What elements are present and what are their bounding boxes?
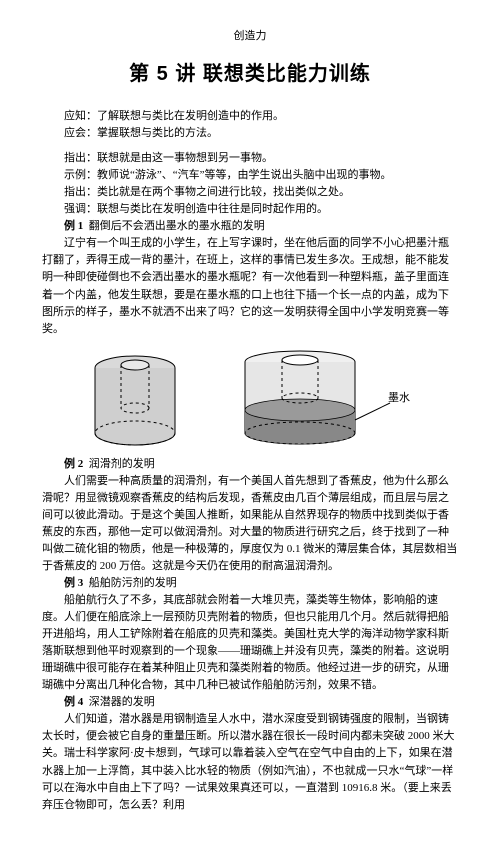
page-header: 创造力: [42, 28, 458, 45]
example-1-label: 例 1: [64, 220, 83, 232]
figure-cylinder-left: [90, 353, 180, 448]
def-2: 示例：教师说“游泳”、“汽车”等等，由学生说出头脑中出现的事物。: [42, 167, 458, 184]
example-2-label: 例 2: [64, 458, 83, 470]
page-title: 第 5 讲 联想类比能力训练: [42, 59, 458, 90]
ink-label: 墨水: [388, 390, 410, 407]
example-4-title: 深潜器的发明: [89, 696, 155, 708]
example-1-heading: 例 1 翻倒后不会洒出墨水的墨水瓶的发明: [42, 218, 458, 235]
example-4-label: 例 4: [64, 696, 83, 708]
intro-line-2: 应会：掌握联想与类比的方法。: [42, 125, 458, 142]
example-2-body: 人们需要一种高质量的润滑剂，有一个美国人首先想到了香蕉皮，他为什么那么滑呢？用显…: [42, 473, 458, 575]
def-3: 指出：类比就是在两个事物之间进行比较，找出类似之处。: [42, 184, 458, 201]
example-3-heading: 例 3 船舶防污剂的发明: [42, 575, 458, 592]
example-3-body: 船舶航行久了不多，其底部就会附着一大堆贝壳，藻类等生物体，影响船的速度。人们便在…: [42, 592, 458, 694]
figure-cylinder-right: [240, 348, 410, 448]
example-1-title: 翻倒后不会洒出墨水的墨水瓶的发明: [89, 220, 265, 232]
intro-line-1: 应知：了解联想与类比在发明创造中的作用。: [42, 108, 458, 125]
example-2-title: 润滑剂的发明: [89, 458, 155, 470]
example-4-heading: 例 4 深潜器的发明: [42, 694, 458, 711]
figures-row: 墨水: [42, 348, 458, 448]
example-4-body: 人们知道，潜水器是用钢制造呈人水中，潜水深度受到钢铸强度的限制，当钢铸太长时，便…: [42, 711, 458, 813]
example-3-label: 例 3: [64, 577, 83, 589]
def-1: 指出：联想就是由这一事物想到另一事物。: [42, 150, 458, 167]
example-2-heading: 例 2 润滑剂的发明: [42, 456, 458, 473]
example-1-body: 辽宁有一个叫王成的小学生，在上写字课时，坐在他后面的同学不小心把墨汁瓶打翻了，弄…: [42, 235, 458, 337]
example-3-title: 船舶防污剂的发明: [89, 577, 177, 589]
def-4: 强调：联想与类比在发明创造中往往是同时起作用的。: [42, 201, 458, 218]
